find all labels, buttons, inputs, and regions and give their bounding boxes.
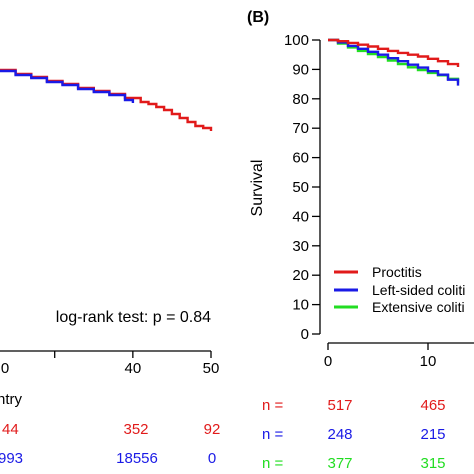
right-x-tick-label: 0 xyxy=(324,353,332,370)
right-y-tick-label: 0 xyxy=(301,326,309,343)
right-risk-red-2: 465 xyxy=(420,397,445,414)
left-risk-header: ntry xyxy=(0,391,23,408)
legend-label-extensive: Extensive coliti xyxy=(372,299,465,315)
right-risk-red-1: 517 xyxy=(327,397,352,414)
right-risk-green-2: 315 xyxy=(420,455,445,472)
right-y-tick-label: 70 xyxy=(292,120,309,137)
right-y-tick-label: 80 xyxy=(292,91,309,108)
left-risk-red-1: 44 xyxy=(2,421,19,438)
left-tick-label-partial: 0 xyxy=(1,360,9,377)
right-x-ticks: 0 10 xyxy=(324,343,437,370)
left-curve-blue xyxy=(0,69,135,103)
left-x-tick-label: 50 xyxy=(203,360,220,377)
left-risk-blue-3: 0 xyxy=(208,450,216,467)
right-risk-blue-prefix: n = xyxy=(262,426,284,443)
right-risk-red-prefix: n = xyxy=(262,397,284,414)
right-y-tick-label: 100 xyxy=(284,32,309,49)
legend-label-left-sided: Left-sided coliti xyxy=(372,282,465,298)
right-y-tick-label: 50 xyxy=(292,179,309,196)
right-risk-blue-2: 215 xyxy=(420,426,445,443)
right-risk-green-1: 377 xyxy=(327,455,352,472)
y-axis-label: Survival xyxy=(249,160,266,217)
left-risk-blue-2: 18556 xyxy=(116,450,158,467)
legend: Proctitis Left-sided coliti Extensive co… xyxy=(334,264,465,315)
panel-label: (B) xyxy=(247,9,269,26)
left-risk-red-3: 92 xyxy=(204,421,221,438)
right-risk-blue-1: 248 xyxy=(327,426,352,443)
right-y-tick-label: 40 xyxy=(292,208,309,225)
right-risk-green-prefix: n = xyxy=(262,455,284,472)
left-curves xyxy=(0,68,213,131)
left-risk-blue-1: 993 xyxy=(0,450,23,467)
left-panel: log-rank test: p = 0.84 40 50 0 ntry 44 3… xyxy=(0,68,221,467)
left-x-ticks: 40 50 xyxy=(54,351,220,377)
logrank-annotation: log-rank test: p = 0.84 xyxy=(56,309,211,326)
left-x-tick-label: 40 xyxy=(125,360,142,377)
left-risk-red-2: 352 xyxy=(123,421,148,438)
right-curve-red xyxy=(328,38,460,67)
right-curves xyxy=(328,38,460,86)
right-y-tick-label: 10 xyxy=(292,297,309,314)
right-x-tick-label: 10 xyxy=(420,353,437,370)
right-curve-blue xyxy=(328,38,460,86)
right-y-tick-label: 60 xyxy=(292,150,309,167)
right-y-tick-label: 20 xyxy=(292,267,309,284)
right-y-tick-label: 30 xyxy=(292,238,309,255)
legend-label-proctitis: Proctitis xyxy=(372,264,422,280)
right-y-tick-label: 90 xyxy=(292,61,309,78)
